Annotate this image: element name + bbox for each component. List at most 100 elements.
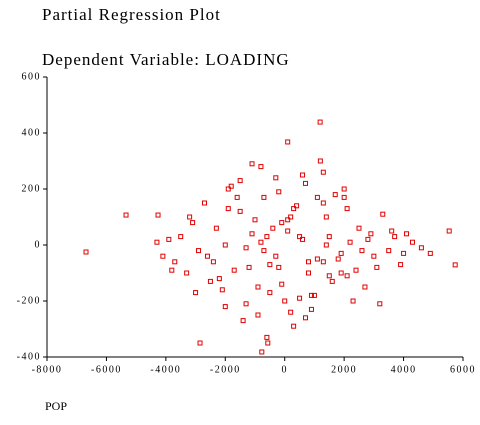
x-tick-label: -2000 [210, 364, 241, 375]
point [243, 301, 249, 307]
point [371, 253, 377, 259]
point [265, 340, 271, 346]
point [326, 234, 332, 240]
point [323, 214, 329, 220]
point [237, 178, 243, 184]
point [404, 231, 410, 237]
point [446, 228, 452, 234]
point [329, 278, 335, 284]
point [317, 119, 323, 125]
point [160, 253, 166, 259]
y-tick-label: -400 [17, 351, 41, 362]
chart-subtitle: Dependent Variable: LOADING [42, 50, 290, 69]
point [201, 200, 207, 206]
point [184, 270, 190, 276]
point [288, 214, 294, 220]
point [261, 194, 267, 200]
point [249, 161, 255, 167]
point [389, 228, 395, 234]
point [249, 231, 255, 237]
point [270, 225, 276, 231]
point [308, 306, 314, 312]
point [356, 225, 362, 231]
point [219, 287, 225, 293]
point [258, 164, 264, 170]
point [332, 192, 338, 198]
point [178, 234, 184, 240]
x-tick-label: -8000 [32, 364, 63, 375]
point [246, 264, 252, 270]
point [418, 245, 424, 251]
point [264, 334, 270, 340]
point [308, 292, 314, 298]
point [297, 234, 303, 240]
y-tick-label: 0 [35, 239, 42, 250]
point [166, 236, 172, 242]
x-tick-label: 0 [281, 364, 288, 375]
point [261, 248, 267, 254]
point [222, 242, 228, 248]
point [305, 259, 311, 265]
point [344, 206, 350, 212]
point [452, 262, 458, 268]
x-tick-label: 4000 [391, 364, 417, 375]
point [317, 158, 323, 164]
point [282, 298, 288, 304]
point [291, 323, 297, 329]
point [154, 239, 160, 245]
point [252, 217, 258, 223]
point [216, 276, 222, 282]
point [362, 284, 368, 290]
point [386, 248, 392, 254]
point [273, 253, 279, 259]
point [225, 186, 231, 192]
point [350, 298, 356, 304]
point [285, 228, 291, 234]
point [83, 249, 89, 255]
point [222, 304, 228, 310]
point [380, 211, 386, 217]
point [276, 264, 282, 270]
point [374, 264, 380, 270]
point [398, 262, 404, 268]
point [279, 281, 285, 287]
point [267, 290, 273, 296]
point [210, 259, 216, 265]
point [326, 273, 332, 279]
point [243, 245, 249, 251]
point [172, 259, 178, 265]
point [255, 284, 261, 290]
x-tick-label: -6000 [91, 364, 122, 375]
y-tick-label: 200 [22, 183, 42, 194]
point [409, 239, 415, 245]
point [314, 256, 320, 262]
point [190, 220, 196, 226]
point [169, 267, 175, 273]
y-tick-label: 400 [22, 127, 42, 138]
point [123, 212, 129, 218]
point [255, 312, 261, 318]
point [303, 180, 309, 186]
point [155, 212, 161, 218]
point [311, 292, 317, 298]
point [353, 267, 359, 273]
x-axis-label: POP [45, 399, 67, 413]
x-tick-label: 6000 [450, 364, 476, 375]
point [401, 250, 407, 256]
point [240, 318, 246, 324]
point [392, 234, 398, 240]
point [197, 340, 203, 346]
point [231, 267, 237, 273]
point [377, 301, 383, 307]
point [300, 172, 306, 178]
point [288, 309, 294, 315]
point [320, 169, 326, 175]
point [234, 194, 240, 200]
point [207, 278, 213, 284]
point [285, 217, 291, 223]
point [347, 239, 353, 245]
point [228, 183, 234, 189]
point [193, 290, 199, 296]
x-tick-label: -4000 [150, 364, 181, 375]
